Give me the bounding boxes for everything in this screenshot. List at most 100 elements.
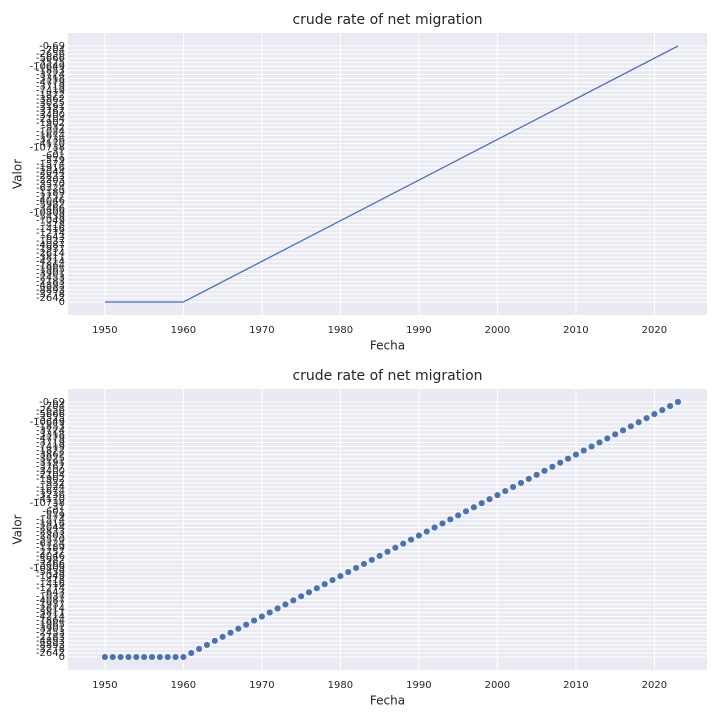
y-tick-label: -2104: [36, 470, 65, 481]
y-tick-label: -2614: [36, 603, 65, 614]
y-tick-label: -3724: [36, 425, 65, 436]
data-point: [650, 410, 658, 418]
y-tick-label: -1049: [36, 216, 65, 227]
y-tick-label: -2757: [36, 547, 65, 558]
data-point: [431, 523, 439, 532]
data-point: [415, 532, 423, 540]
y-tick-label: -1416: [36, 579, 65, 590]
y-tick-label: -7419: [36, 86, 65, 97]
y-tick-label: -1864: [36, 260, 65, 271]
y-tick-label: -1916: [36, 518, 65, 529]
y-tick-label: -2183: [36, 632, 65, 643]
y-tick-label: -2642: [36, 293, 65, 304]
y-tick-label: -10738: [30, 143, 65, 154]
y-tick-label: -1189: [36, 187, 65, 198]
y-tick-label: -3236: [36, 490, 65, 501]
y-tick-label: -3318: [36, 74, 65, 85]
y-axis-label: Valor: [11, 514, 25, 544]
data-point: [509, 483, 517, 491]
y-tick-label: -2656: [36, 49, 65, 60]
data-point: [297, 592, 305, 600]
y-tick-label: -704: [42, 45, 65, 56]
y-tick-label: -3719: [36, 437, 65, 448]
x-tick-label: 1990: [406, 325, 431, 336]
y-tick-label: -5439: [36, 212, 65, 223]
y-tick-label: -0.69: [39, 41, 65, 52]
y-tick-label: -3862: [36, 450, 65, 461]
data-point: [666, 402, 674, 410]
y-tick-label: -3025: [36, 98, 65, 109]
y-tick-label: 0: [59, 652, 65, 663]
data-point: [493, 491, 501, 499]
y-tick-label: -3570: [36, 535, 65, 546]
y-tick-label: -3767: [36, 106, 65, 117]
y-tick-label: -1902: [36, 118, 65, 129]
data-point: [501, 487, 509, 495]
data-point: [478, 499, 486, 507]
y-tick-label: -932: [42, 122, 65, 133]
y-tick-label: -932: [42, 478, 65, 489]
y-tick-label: -3400: [36, 466, 65, 477]
y-tick-label: -1024: [36, 482, 65, 493]
y-tick-label: -1965: [36, 264, 65, 275]
y-tick-label: -4087: [36, 240, 65, 251]
y-tick-label: -579: [42, 510, 65, 521]
x-tick-label: 1970: [249, 325, 274, 336]
data-point: [195, 645, 203, 653]
y-tick-label: -1872: [36, 446, 65, 457]
data-point: [376, 552, 384, 560]
y-tick-label: -1916: [36, 163, 65, 174]
data-point: [203, 641, 211, 649]
y-tick-label: -6324: [36, 183, 65, 194]
data-point: [619, 426, 627, 434]
y-tick-label: -3025: [36, 454, 65, 465]
data-point: [234, 625, 242, 633]
y-axis-label: Valor: [11, 159, 25, 189]
y-tick-label: -4893: [36, 636, 65, 647]
y-tick-label: -1574: [36, 514, 65, 525]
y-tick-label: -3811: [36, 608, 65, 619]
data-point: [242, 621, 250, 629]
y-tick-label: -3278: [36, 289, 65, 300]
y-tick-label: -10649: [30, 61, 65, 72]
data-point: [525, 475, 533, 483]
y-tick-label: -31: [49, 147, 65, 158]
y-tick-label: -2656: [36, 405, 65, 416]
x-tick-label: 1950: [92, 680, 117, 691]
x-tick-label: 2020: [642, 325, 667, 336]
y-tick-label: -10809: [30, 563, 65, 574]
y-tick-label: -2303: [36, 175, 65, 186]
data-point: [164, 653, 172, 661]
y-tick-label: -1674: [36, 486, 65, 497]
data-point: [627, 422, 635, 430]
data-point: [140, 653, 148, 661]
y-tick-label: -1937: [36, 244, 65, 255]
data-point: [540, 467, 549, 475]
y-tick-label: -4214: [36, 612, 65, 623]
data-point: [360, 560, 368, 568]
data-point: [211, 637, 219, 645]
y-tick-label: -2183: [36, 277, 65, 288]
y-tick-label: -3466: [36, 559, 65, 570]
data-point: [643, 414, 651, 422]
data-point: [423, 527, 431, 536]
y-tick-label: -3318: [36, 429, 65, 440]
data-point: [344, 568, 352, 576]
y-tick-label: -1037: [36, 591, 65, 602]
y-tick-label: -3400: [36, 110, 65, 121]
y-tick-label: -1574: [36, 159, 65, 170]
y-tick-label: -31: [49, 502, 65, 513]
data-point: [187, 649, 195, 657]
y-tick-label: -1024: [36, 126, 65, 137]
y-tick-label: -1853: [36, 65, 65, 76]
y-tick-label: -2833: [36, 171, 65, 182]
y-tick-label: -5666: [36, 409, 65, 420]
data-point: [564, 455, 572, 463]
plot-background: [68, 389, 707, 670]
y-tick-label: -3278: [36, 644, 65, 655]
y-tick-label: -3719: [36, 82, 65, 93]
y-tick-label: -2303: [36, 531, 65, 542]
y-tick-label: -5439: [36, 567, 65, 578]
data-point: [674, 398, 682, 406]
